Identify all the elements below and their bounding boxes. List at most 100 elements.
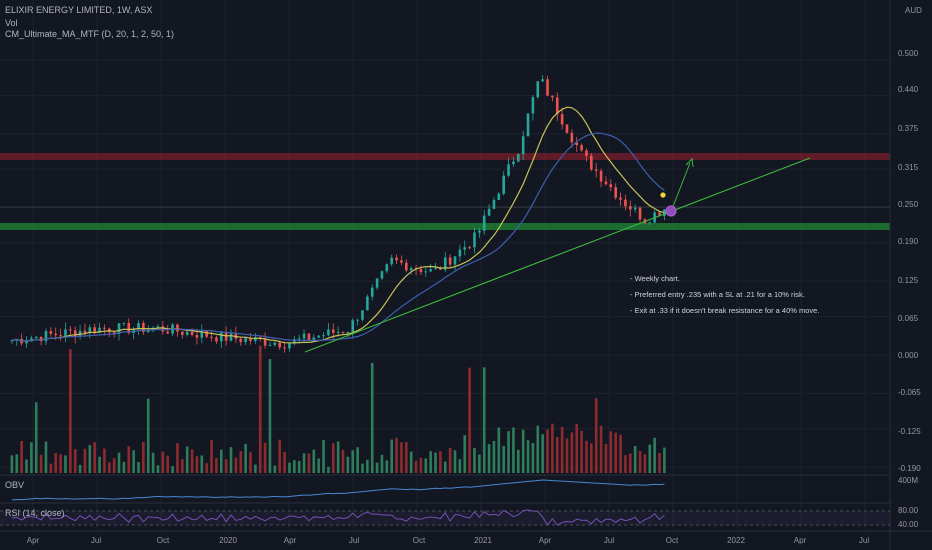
- candle-body: [507, 164, 510, 176]
- volume-bar: [30, 442, 33, 473]
- candle-body: [122, 322, 126, 324]
- candle-body: [331, 329, 335, 333]
- candle-body: [531, 97, 535, 114]
- candle-body: [69, 329, 72, 331]
- volume-bar: [331, 443, 335, 473]
- candle-body: [117, 323, 121, 334]
- volume-bar: [195, 456, 199, 473]
- volume-bar: [293, 460, 296, 473]
- candle-body: [648, 222, 652, 224]
- candle-body: [10, 340, 14, 342]
- volume-bar: [400, 442, 403, 473]
- time-label: Apr: [283, 536, 297, 545]
- candle-body: [322, 335, 325, 337]
- volume-bar: [215, 458, 218, 473]
- candle-body: [590, 155, 593, 170]
- candle-body: [599, 170, 603, 182]
- volume-bar: [151, 452, 155, 473]
- volume-bar: [580, 430, 583, 473]
- volume-bar: [317, 458, 320, 473]
- entry-marker: [665, 205, 677, 217]
- ma-line-fast: [11, 106, 665, 344]
- candle-body: [200, 331, 204, 338]
- volume-bar: [258, 345, 262, 473]
- volume-bar: [375, 462, 379, 473]
- volume-bar: [405, 442, 408, 473]
- candle-body: [49, 331, 53, 334]
- candle-body: [453, 256, 457, 265]
- volume-bar: [439, 451, 442, 473]
- candle-body: [526, 113, 530, 137]
- signal-dot: [660, 192, 666, 198]
- support-zone: [0, 223, 890, 230]
- candle-body: [546, 79, 549, 96]
- note-line: - Preferred entry .235 with a SL at .21 …: [630, 290, 805, 299]
- volume-bar: [273, 465, 277, 473]
- chart-title: ELIXIR ENERGY LIMITED, 1W, ASX: [5, 5, 153, 15]
- rsi-band: [0, 511, 890, 525]
- projection-arrow-line: [671, 162, 691, 210]
- volume-bar: [619, 434, 622, 473]
- volume-bar: [551, 423, 554, 473]
- volume-bar: [570, 432, 574, 473]
- candle-body: [580, 145, 583, 151]
- volume-bar: [458, 459, 462, 473]
- time-label: Oct: [665, 536, 679, 545]
- volume-bar: [575, 424, 579, 473]
- volume-bar: [512, 427, 515, 473]
- price-label: 0.375: [898, 124, 919, 133]
- volume-bar: [560, 426, 564, 473]
- volume-bar: [20, 440, 23, 473]
- volume-bar: [249, 452, 252, 473]
- volume-bar: [234, 457, 238, 473]
- candle-body: [190, 331, 194, 335]
- rsi-level-label: 40.00: [898, 520, 919, 529]
- candle-body: [400, 260, 403, 263]
- volume-bar: [83, 448, 87, 473]
- candle-body: [419, 269, 423, 273]
- candle-body: [492, 199, 496, 209]
- rsi-level-label: 80.00: [898, 506, 919, 515]
- candle-body: [59, 335, 62, 337]
- candle-body: [521, 136, 525, 155]
- volume-bar: [185, 446, 189, 473]
- volume-bar: [497, 427, 501, 473]
- obv-legend: OBV: [5, 480, 25, 490]
- candle-body: [30, 338, 33, 342]
- volume-bar: [594, 398, 598, 473]
- candle-body: [624, 199, 627, 207]
- candle-body: [594, 169, 598, 171]
- candle-body: [604, 181, 608, 185]
- volume-bar: [419, 457, 423, 473]
- currency-label: AUD: [905, 6, 922, 15]
- candle-body: [424, 271, 428, 273]
- price-label: 0.250: [898, 200, 919, 209]
- candle-body: [176, 324, 179, 332]
- volume-bar: [370, 362, 374, 473]
- volume-bar: [229, 447, 233, 473]
- volume-bar: [536, 425, 540, 473]
- time-label: Apr: [538, 536, 552, 545]
- volume-bar: [565, 438, 569, 473]
- volume-bar: [351, 450, 355, 473]
- candle-body: [366, 296, 369, 311]
- volume-bar: [156, 465, 160, 473]
- candle-body: [409, 268, 413, 271]
- candle-body: [638, 207, 642, 220]
- candle-body: [103, 327, 106, 329]
- volume-bar: [78, 464, 82, 473]
- candle-body: [463, 247, 467, 250]
- volume-bar: [54, 453, 58, 473]
- candle-body: [658, 212, 661, 217]
- candle-body: [64, 329, 67, 336]
- candle-body: [385, 264, 389, 272]
- volume-bar: [190, 449, 194, 473]
- volume-bar: [312, 449, 316, 473]
- volume-bar: [44, 441, 48, 473]
- candle-body: [482, 215, 486, 231]
- volume-bar: [517, 449, 520, 473]
- time-label: Jul: [348, 536, 360, 545]
- volume-bar: [107, 462, 111, 473]
- candle-body: [551, 95, 554, 98]
